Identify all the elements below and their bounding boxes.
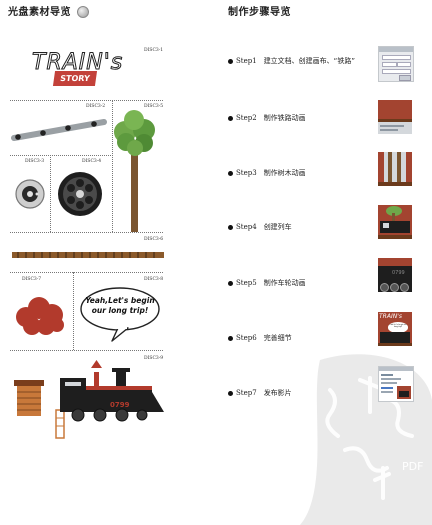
material-code: DISC3-1 <box>144 48 164 53</box>
grid-divider <box>73 272 74 350</box>
step-label: 建立文档、创建画布、“铁路” <box>263 57 355 65</box>
materials-panel: DISC3-1 DISC3-2 DISC3-3 DISC3-4 DISC3-5 … <box>10 48 164 439</box>
grid-divider <box>10 155 113 156</box>
station-roof <box>14 380 44 386</box>
step5-thumbnail: 0799 <box>378 258 412 292</box>
step-number: Step5 <box>236 279 257 287</box>
tree-leaf <box>124 110 144 130</box>
step-bullet-icon <box>228 335 233 341</box>
speech-bubble-shape <box>80 287 160 342</box>
rail-track <box>12 252 164 258</box>
train-number: 0799 <box>110 401 130 409</box>
materials-heading-text: 光盘素材导览 <box>8 7 71 18</box>
step-item: Step7 发布影片 <box>228 388 292 398</box>
rail-bolt <box>15 134 21 140</box>
step2-thumbnail <box>378 100 412 134</box>
smokestack <box>116 370 126 388</box>
thumb-number: 0799 <box>392 270 405 276</box>
steps-heading: 制作步骤导览 <box>228 7 291 18</box>
grid-divider <box>50 155 51 232</box>
grid-divider <box>10 272 163 273</box>
disc-icon <box>77 6 89 18</box>
step-bullet-icon <box>228 170 233 176</box>
step-number: Step2 <box>236 114 257 122</box>
step-bullet-icon <box>228 115 233 121</box>
thumb-title: TRAIN's <box>379 313 402 320</box>
big-wheel <box>58 172 102 216</box>
logo-banner: STORY <box>52 71 98 86</box>
grid-divider <box>112 100 113 232</box>
step6-thumbnail: TRAIN's Yeah,Let's begin our long trip! <box>378 312 412 346</box>
step7-thumbnail <box>378 366 414 402</box>
station-train-illustration <box>14 360 164 439</box>
step-label: 制作车轮动画 <box>263 279 306 287</box>
red-cloud <box>16 297 64 335</box>
speech-text: Yeah,Let's begin our long trip! <box>84 296 156 316</box>
step-label: 发布影片 <box>263 389 292 397</box>
step-bullet-icon <box>228 280 233 286</box>
grid-divider <box>10 232 163 233</box>
boiler <box>60 386 152 412</box>
step-bullet-icon <box>228 390 233 396</box>
rail-segment <box>11 119 107 141</box>
material-code: DISC3-8 <box>144 277 164 282</box>
trains-story-logo: TRAIN's STORY <box>30 50 140 94</box>
step-item: Step3 制作树木动画 <box>228 168 306 178</box>
step1-thumbnail <box>378 46 414 82</box>
step-item: Step4 创建列车 <box>228 222 292 232</box>
tree-illustration <box>114 110 155 232</box>
materials-heading: 光盘素材导览 <box>8 3 89 18</box>
step-item: Step6 完善细节 <box>228 333 292 343</box>
step-label: 创建列车 <box>263 223 292 231</box>
material-code: DISC3-5 <box>144 104 164 109</box>
step-bullet-icon <box>228 224 233 230</box>
step-item: Step2 制作铁路动画 <box>228 113 306 123</box>
step-number: Step4 <box>236 223 257 231</box>
tree-trunk <box>131 140 138 232</box>
grid-divider <box>10 350 163 351</box>
step4-thumbnail <box>378 205 412 239</box>
material-code: DISC3-7 <box>22 277 42 282</box>
small-wheel <box>15 179 45 209</box>
rail-bar <box>11 119 107 141</box>
speech-line: our long trip! <box>91 306 149 315</box>
step-number: Step1 <box>236 57 257 65</box>
step-number: Step3 <box>236 169 257 177</box>
step-item: Step5 制作车轮动画 <box>228 278 306 288</box>
step-item: Step1 建立文档、创建画布、“铁路” <box>228 56 355 66</box>
step-label: 完善细节 <box>263 334 292 342</box>
rail-bolt <box>91 121 97 127</box>
whistle <box>94 372 99 386</box>
step-number: Step7 <box>236 389 257 397</box>
material-code: DISC3-9 <box>144 356 164 361</box>
station-wall <box>17 386 41 416</box>
material-code: DISC3-4 <box>82 159 102 164</box>
speech-bubble: Yeah,Let's begin our long trip! <box>78 284 162 342</box>
step-bullet-icon <box>228 58 233 64</box>
material-code: DISC3-3 <box>25 159 45 164</box>
step3-thumbnail <box>378 152 412 186</box>
grid-divider <box>10 100 163 101</box>
step-label: 制作铁路动画 <box>263 114 306 122</box>
step-number: Step6 <box>236 334 257 342</box>
cowcatcher <box>152 392 164 412</box>
rail-bolt <box>65 125 71 131</box>
tree-leaf <box>127 140 143 156</box>
material-code: DISC3-2 <box>86 104 106 109</box>
speech-line: Yeah,Let's begin <box>85 296 155 305</box>
step-label: 制作树木动画 <box>263 169 306 177</box>
watermark-text: PDF <box>402 460 423 473</box>
material-code: DISC3-6 <box>144 237 164 242</box>
ladder <box>55 409 65 439</box>
rail-bolt <box>40 130 46 136</box>
thumb-bubble: Yeah,Let's begin our long trip! <box>388 322 408 333</box>
